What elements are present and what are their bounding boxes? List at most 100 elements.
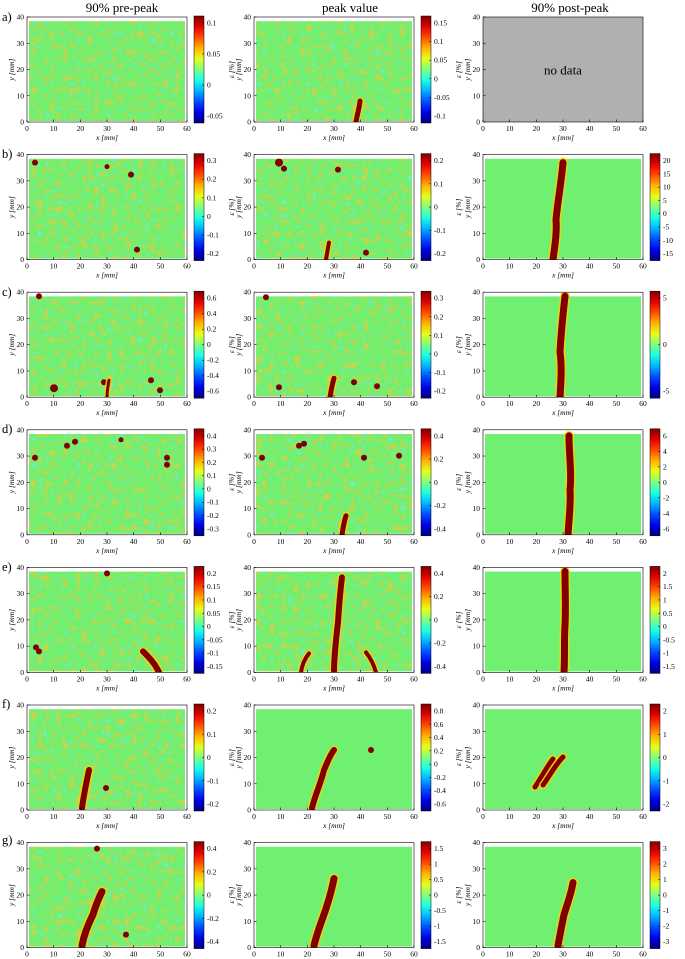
x-tick-label: 40 [357,262,365,271]
strain-hotspot [104,570,110,577]
x-tick-label: 30 [103,537,111,546]
column-title-post-peak: 90% post-peak [531,0,609,15]
colorbar-tick-label: 0.8 [434,707,444,716]
y-tick-label: 10 [244,91,252,100]
strain-hotspot [374,383,380,390]
y-tick-label: 30 [17,864,25,873]
x-tick-label: 40 [130,674,138,683]
x-tick-label: 20 [304,262,312,271]
strain-hotspot [259,454,265,461]
colorbar-tick-label: 0.4 [207,844,217,853]
y-tick-label: 0 [476,530,480,539]
x-tick-label: 60 [410,399,418,408]
x-tick-label: 60 [410,124,418,133]
colorbar-tick-label: -3 [663,937,669,946]
colorbar-label: ε [%] [227,199,236,216]
crack-features [275,158,369,260]
strain-hotspot [36,293,42,300]
y-tick-label: 40 [244,701,252,710]
y-axis-label: y [mm] [234,196,243,219]
crack-path [299,651,311,673]
strain-hotspot [263,294,269,301]
x-tick-label: 10 [277,950,285,959]
y-tick-label: 20 [473,478,481,487]
x-tick-label: 30 [103,262,111,271]
colorbar-tick-label: 2 [663,462,667,471]
y-axis-label: y [mm] [463,471,472,494]
colorbar [193,566,205,674]
y-axis-label: y [mm] [234,58,243,81]
colorbar-tick-label: 0.2 [207,458,217,467]
strain-hotspot [128,171,134,178]
x-tick-label: 20 [77,399,85,408]
colorbar-tick-label: 3 [663,844,667,853]
colorbar-tick-label: 0.4 [434,431,444,440]
speckle-noise [29,571,185,672]
crack-path [79,767,92,810]
colorbar-label: ε [%] [227,887,236,904]
colorbar-label: ε [%] [454,474,463,491]
colorbar-tick-label: -0.2 [207,356,219,365]
colorbar-label: ε [%] [454,199,463,216]
colorbar [420,703,432,812]
colorbar-label: ε [%] [683,336,685,353]
y-tick-label: 10 [473,91,481,100]
x-tick-label: 50 [384,950,392,959]
x-tick-label: 20 [533,399,541,408]
strain-hotspot [396,452,402,459]
colorbar-tick-label: -0.1 [434,368,446,377]
x-tick-label: 0 [481,399,485,408]
colorbar-label: ε [%] [227,749,236,766]
x-axis-label: x [mm] [95,821,118,830]
x-tick-label: 40 [586,124,594,133]
y-tick-label: 0 [20,118,24,127]
colorbar [420,290,432,399]
colorbar-tick-label: -0.5 [663,635,675,644]
x-tick-label: 0 [481,812,485,821]
panel-b-2: 0 10 20 30 40 50 60 0 10 20 30 40 x [mm] y [mm] 0.2 0.1… [234,150,463,280]
y-tick-label: 30 [244,589,252,598]
crack-features [563,430,576,535]
colorbar-tick-label: 0 [434,74,438,83]
x-axis-label: x [mm] [551,683,574,692]
row-label-c: c) [2,285,12,299]
y-axis-label: y [mm] [234,471,243,494]
colorbar-tick-label: 0.4 [207,309,217,318]
colorbar-tick-label: 1.5 [663,582,673,591]
colorbar-tick-label: 5 [663,196,667,205]
x-tick-label: 40 [586,812,594,821]
colorbar-tick-label: -0.6 [207,387,219,396]
panel-f-1: 0 10 20 30 40 50 60 0 10 20 30 40 x [mm] y [mm] 0.2 0.1… [7,701,236,831]
crack-path [540,754,566,788]
crack-path [564,432,575,535]
colorbar-tick-label: 0 [663,209,667,218]
x-tick-label: 20 [77,812,85,821]
crack-features [307,745,374,810]
strain-hotspot [32,159,38,166]
speckle-noise [256,21,412,122]
y-tick-label: 10 [473,917,481,926]
x-tick-label: 40 [357,812,365,821]
y-tick-label: 40 [473,13,481,22]
x-tick-label: 30 [559,124,567,133]
crack-features [77,845,129,948]
colorbar-label: ε [%] [454,336,463,353]
crack-features [554,292,570,398]
y-tick-label: 20 [473,65,481,74]
colorbar-label: ε [%] [683,749,685,766]
y-tick-label: 40 [244,288,252,297]
x-tick-label: 0 [252,262,256,271]
colorbar-tick-label: 1 [434,860,438,869]
colorbar-tick-label: 0.05 [207,50,220,59]
y-tick-label: 0 [20,943,24,952]
colorbar-tick-label: -2 [663,922,669,931]
colorbar-tick-label: -0.3 [207,524,219,533]
y-tick-label: 30 [244,452,252,461]
colorbar-tick-label: 0.2 [434,746,444,755]
y-axis-label: y [mm] [7,196,16,219]
x-tick-label: 50 [157,124,165,133]
x-tick-label: 0 [252,124,256,133]
colorbar-tick-label: -0.6 [434,800,446,809]
x-tick-label: 10 [506,262,514,271]
